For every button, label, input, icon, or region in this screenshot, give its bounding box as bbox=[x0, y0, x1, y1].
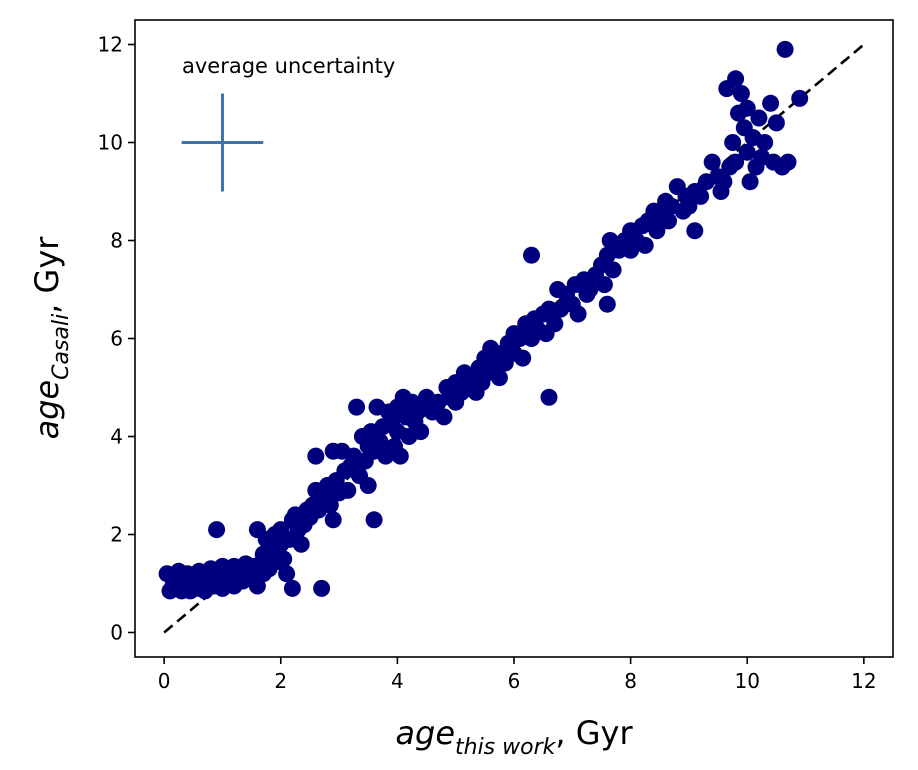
x-tick-label: 8 bbox=[624, 669, 637, 693]
data-point bbox=[581, 281, 599, 298]
data-point bbox=[692, 187, 710, 205]
data-point bbox=[514, 349, 532, 367]
x-tick-label: 2 bbox=[274, 669, 287, 693]
data-point bbox=[604, 261, 622, 279]
data-point bbox=[208, 521, 226, 539]
data-point bbox=[732, 85, 750, 102]
data-point bbox=[750, 109, 768, 127]
x-axis-label-unit: , Gyr bbox=[555, 714, 633, 752]
data-point bbox=[779, 153, 797, 171]
data-point bbox=[756, 134, 774, 151]
y-axis-label-main: age bbox=[28, 380, 66, 440]
data-point bbox=[313, 579, 331, 597]
x-axis-label: agethis work, Gyr bbox=[395, 714, 633, 760]
y-axis-label-unit: , Gyr bbox=[28, 236, 66, 314]
data-point bbox=[776, 40, 794, 58]
x-axis-label-sub: this work bbox=[455, 735, 557, 760]
data-point bbox=[540, 388, 558, 406]
data-point bbox=[435, 408, 453, 426]
data-point bbox=[523, 246, 540, 264]
data-point bbox=[715, 173, 733, 191]
y-tick-label: 6 bbox=[110, 327, 123, 351]
data-point bbox=[762, 94, 780, 112]
data-point bbox=[292, 535, 310, 553]
y-tick-label: 4 bbox=[110, 425, 123, 449]
x-tick-label: 0 bbox=[158, 669, 171, 693]
y-axis-label: ageCasali, Gyr bbox=[28, 236, 74, 440]
data-point bbox=[324, 511, 342, 529]
y-tick-label: 0 bbox=[110, 621, 123, 645]
data-point bbox=[595, 276, 613, 294]
y-axis: 0 2 4 6 8 10 12 bbox=[98, 33, 135, 645]
data-point bbox=[321, 496, 339, 514]
x-tick-label: 10 bbox=[735, 669, 760, 693]
data-point bbox=[546, 315, 564, 333]
data-point bbox=[348, 398, 366, 416]
y-tick-label: 10 bbox=[98, 131, 123, 155]
data-point bbox=[703, 153, 721, 171]
y-tick-label: 8 bbox=[110, 229, 123, 253]
data-point bbox=[727, 70, 745, 88]
data-point bbox=[511, 330, 529, 347]
data-point bbox=[339, 481, 357, 499]
data-point bbox=[727, 153, 745, 171]
data-point bbox=[490, 369, 508, 387]
uncertainty-label: average uncertainty bbox=[182, 54, 395, 78]
data-point bbox=[283, 579, 301, 597]
data-point bbox=[412, 423, 430, 441]
data-point bbox=[686, 222, 704, 240]
x-tick-label: 12 bbox=[851, 669, 876, 693]
data-point bbox=[767, 114, 785, 132]
data-point bbox=[680, 197, 698, 215]
data-point bbox=[791, 89, 809, 107]
data-point bbox=[598, 295, 616, 313]
data-point bbox=[569, 305, 587, 323]
data-point bbox=[738, 143, 756, 161]
data-point bbox=[307, 447, 325, 465]
data-point bbox=[275, 550, 293, 568]
data-point bbox=[738, 99, 756, 117]
data-point bbox=[636, 236, 654, 254]
data-point bbox=[648, 222, 666, 240]
data-point bbox=[741, 173, 759, 191]
uncertainty-cross bbox=[181, 93, 264, 192]
data-point bbox=[724, 134, 742, 151]
x-axis-label-main: age bbox=[395, 714, 455, 752]
data-point bbox=[660, 212, 677, 230]
data-point bbox=[278, 565, 296, 583]
y-axis-label-sub: Casali bbox=[49, 314, 74, 380]
x-axis: 0 2 4 6 8 10 12 bbox=[158, 657, 877, 693]
y-tick-label: 2 bbox=[110, 523, 123, 547]
y-tick-label: 12 bbox=[98, 33, 123, 57]
data-point bbox=[365, 511, 383, 529]
points-layer bbox=[158, 40, 809, 600]
plot-content bbox=[163, 43, 865, 634]
data-point bbox=[391, 447, 409, 465]
data-point bbox=[359, 477, 377, 494]
x-tick-label: 6 bbox=[508, 669, 521, 693]
x-tick-label: 4 bbox=[391, 669, 404, 693]
data-point bbox=[371, 432, 389, 450]
